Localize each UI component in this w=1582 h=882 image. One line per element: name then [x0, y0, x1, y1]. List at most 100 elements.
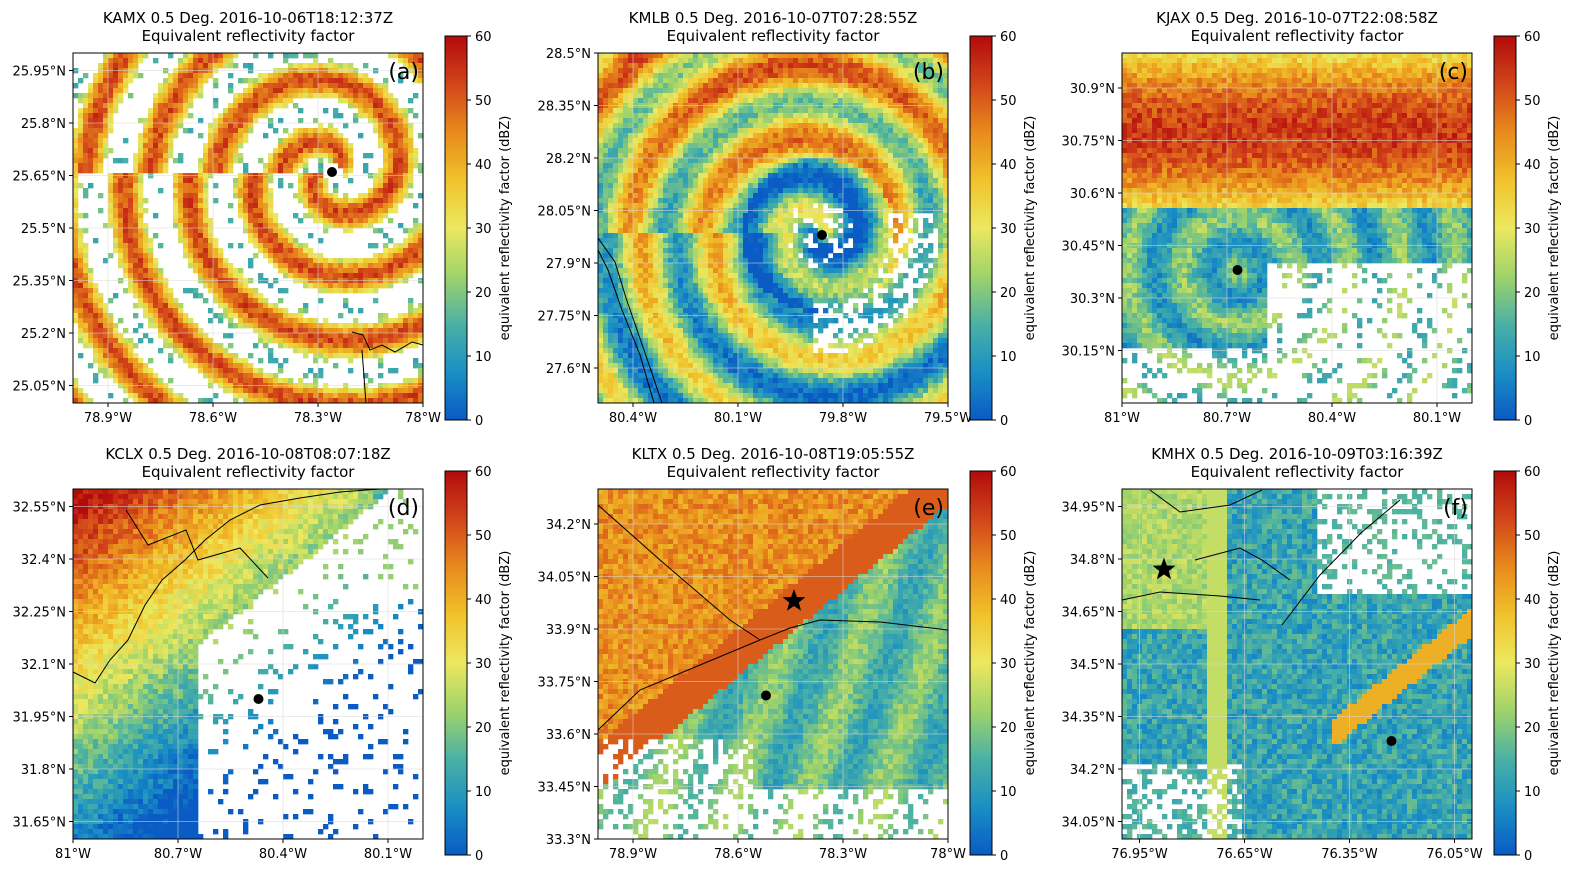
- reflectivity-cell: [778, 53, 783, 58]
- reflectivity-cell: [863, 98, 868, 103]
- reflectivity-cell: [108, 223, 113, 228]
- reflectivity-cell: [278, 333, 283, 338]
- reflectivity-cell: [743, 68, 748, 73]
- reflectivity-cell: [303, 393, 308, 398]
- reflectivity-cell: [678, 53, 683, 58]
- reflectivity-cell: [313, 283, 318, 288]
- reflectivity-cell: [73, 138, 78, 143]
- reflectivity-cell: [128, 258, 133, 263]
- reflectivity-cell: [313, 258, 318, 263]
- reflectivity-cell: [293, 393, 298, 398]
- reflectivity-cell: [243, 118, 248, 123]
- reflectivity-cell: [108, 368, 113, 373]
- reflectivity-cell: [633, 93, 638, 98]
- reflectivity-cell: [228, 373, 233, 378]
- reflectivity-cell: [663, 158, 668, 163]
- reflectivity-cell: [738, 93, 743, 98]
- reflectivity-cell: [683, 88, 688, 93]
- reflectivity-cell: [693, 53, 698, 58]
- reflectivity-cell: [293, 348, 298, 353]
- reflectivity-cell: [263, 93, 268, 98]
- reflectivity-cell: [263, 243, 268, 248]
- reflectivity-cell: [158, 158, 163, 163]
- reflectivity-cell: [343, 213, 348, 218]
- reflectivity-cell: [613, 133, 618, 138]
- reflectivity-cell: [268, 378, 273, 383]
- reflectivity-cell: [213, 103, 218, 108]
- reflectivity-cell: [743, 53, 748, 58]
- reflectivity-cell: [268, 118, 273, 123]
- reflectivity-cell: [378, 188, 383, 193]
- reflectivity-cell: [248, 123, 253, 128]
- reflectivity-cell: [188, 98, 193, 103]
- reflectivity-cell: [328, 83, 333, 88]
- reflectivity-cell: [83, 108, 88, 113]
- reflectivity-cell: [288, 323, 293, 328]
- reflectivity-cell: [348, 388, 353, 393]
- reflectivity-cell: [78, 233, 83, 238]
- reflectivity-cell: [178, 188, 183, 193]
- reflectivity-cell: [298, 378, 303, 383]
- reflectivity-cell: [773, 68, 778, 73]
- reflectivity-cell: [178, 108, 183, 113]
- reflectivity-cell: [93, 323, 98, 328]
- reflectivity-cell: [148, 258, 153, 263]
- reflectivity-cell: [293, 193, 298, 198]
- reflectivity-cell: [133, 328, 138, 333]
- reflectivity-cell: [898, 138, 903, 143]
- reflectivity-cell: [608, 78, 613, 83]
- y-tick-label: 25.5°N: [21, 222, 66, 237]
- reflectivity-cell: [393, 128, 398, 133]
- reflectivity-cell: [73, 158, 78, 163]
- reflectivity-cell: [803, 98, 808, 103]
- reflectivity-cell: [643, 133, 648, 138]
- reflectivity-cell: [223, 293, 228, 298]
- reflectivity-cell: [378, 98, 383, 103]
- reflectivity-cell: [788, 93, 793, 98]
- reflectivity-cell: [408, 123, 413, 128]
- reflectivity-cell: [703, 128, 708, 133]
- reflectivity-cell: [363, 153, 368, 158]
- reflectivity-cell: [343, 258, 348, 263]
- reflectivity-cell: [408, 178, 413, 183]
- reflectivity-cell: [598, 63, 603, 68]
- reflectivity-cell: [183, 223, 188, 228]
- reflectivity-cell: [843, 113, 848, 118]
- reflectivity-cell: [193, 183, 198, 188]
- reflectivity-cell: [228, 268, 233, 273]
- reflectivity-cell: [293, 323, 298, 328]
- reflectivity-cell: [363, 263, 368, 268]
- storm-center-marker: [327, 167, 337, 177]
- reflectivity-cell: [288, 338, 293, 343]
- reflectivity-cell: [738, 83, 743, 88]
- reflectivity-cell: [318, 133, 323, 138]
- reflectivity-cell: [338, 258, 343, 263]
- reflectivity-cell: [108, 98, 113, 103]
- reflectivity-cell: [293, 148, 298, 153]
- reflectivity-cell: [638, 93, 643, 98]
- reflectivity-cell: [873, 98, 878, 103]
- reflectivity-cell: [248, 318, 253, 323]
- reflectivity-cell: [118, 203, 123, 208]
- reflectivity-cell: [868, 113, 873, 118]
- reflectivity-cell: [613, 68, 618, 73]
- reflectivity-cell: [883, 138, 888, 143]
- reflectivity-cell: [153, 148, 158, 153]
- reflectivity-cell: [158, 378, 163, 383]
- reflectivity-cell: [798, 58, 803, 63]
- reflectivity-cell: [628, 158, 633, 163]
- reflectivity-cell: [288, 328, 293, 333]
- reflectivity-cell: [113, 333, 118, 338]
- reflectivity-cell: [388, 143, 393, 148]
- reflectivity-cell: [388, 283, 393, 288]
- reflectivity-cell: [268, 158, 273, 163]
- reflectivity-cell: [213, 258, 218, 263]
- reflectivity-cell: [668, 53, 673, 58]
- reflectivity-cell: [618, 143, 623, 148]
- reflectivity-cell: [293, 328, 298, 333]
- reflectivity-cell: [293, 338, 298, 343]
- reflectivity-cell: [678, 123, 683, 128]
- reflectivity-cell: [153, 288, 158, 293]
- reflectivity-cell: [213, 128, 218, 133]
- reflectivity-cell: [828, 148, 833, 153]
